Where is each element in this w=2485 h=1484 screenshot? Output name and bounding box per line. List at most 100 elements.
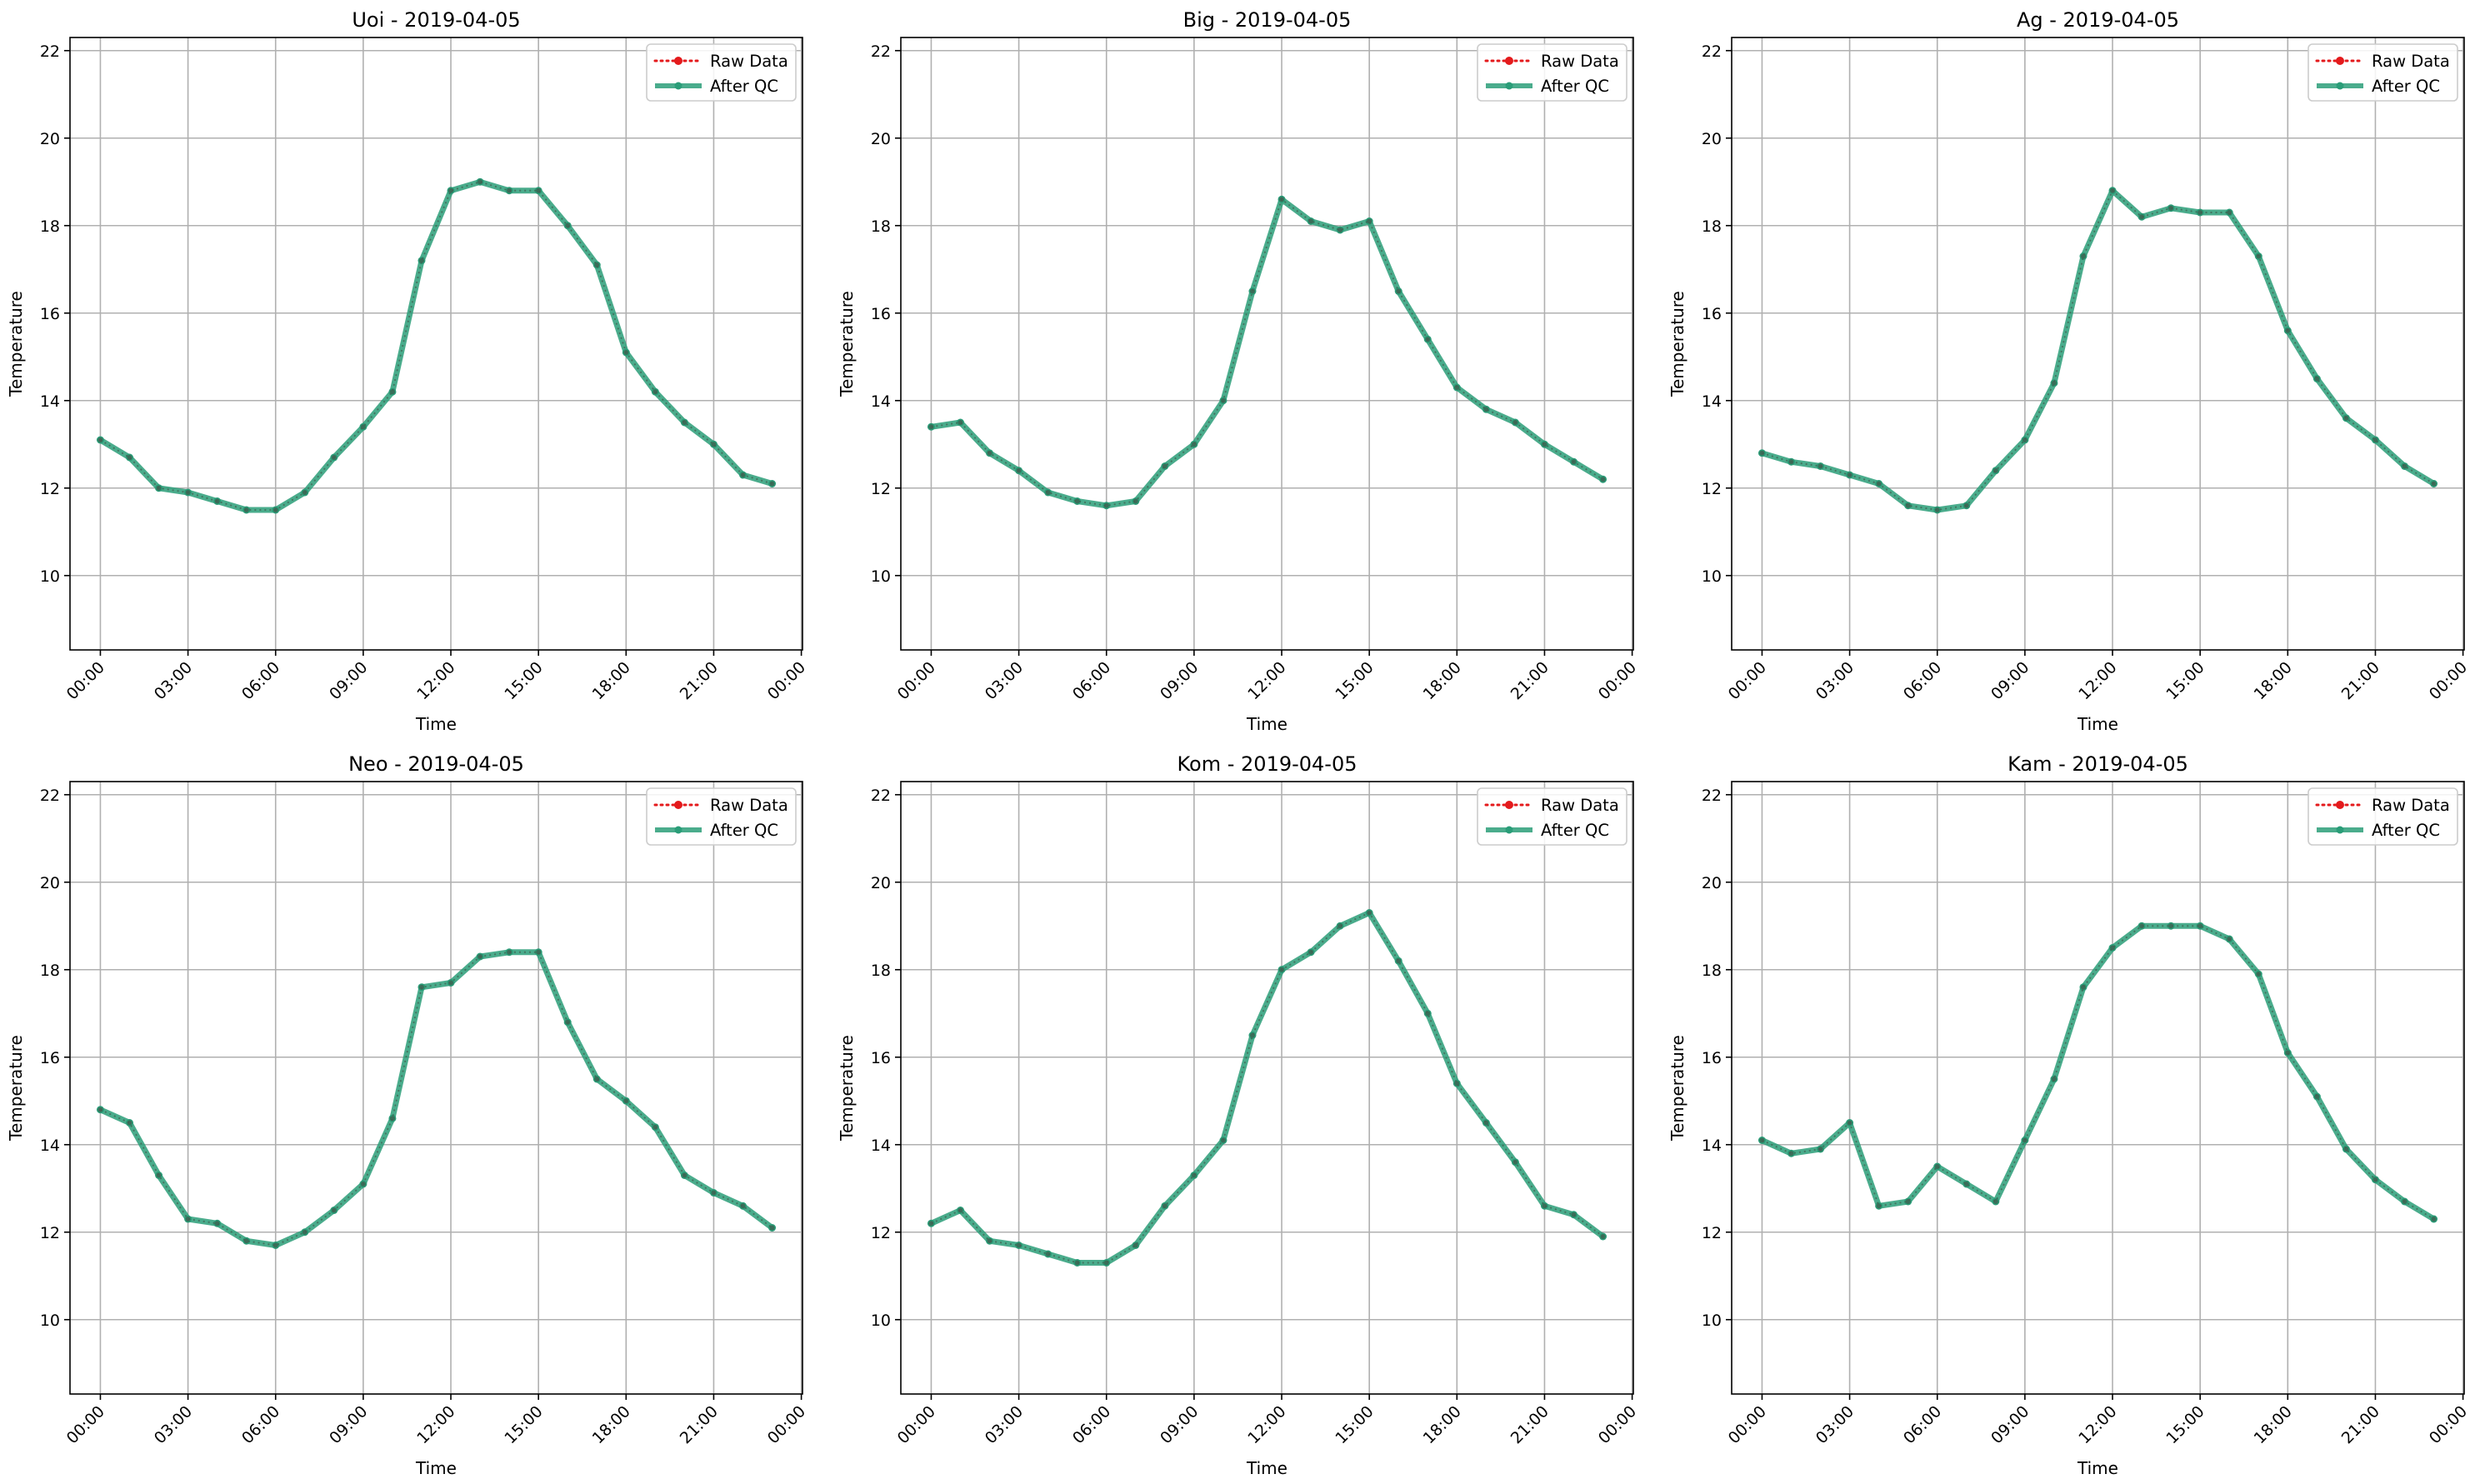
x-tick-label: 18:00 [1420,658,1465,703]
legend: Raw Data After QC [1477,43,1628,102]
x-tick-label: 21:00 [677,1402,722,1447]
y-tick-label: 18 [1702,962,1722,980]
x-tick-label: 21:00 [1508,1402,1552,1447]
y-tick-label: 10 [1702,567,1722,586]
x-tick-label: 15:00 [2162,658,2208,703]
y-tick-label: 18 [40,962,60,980]
y-tick-label: 18 [1702,217,1722,236]
x-tick-label: 03:00 [151,658,196,703]
raw-data-point [623,350,629,355]
raw-data-point [302,1229,308,1235]
x-tick-label: 00:00 [1725,658,1770,703]
x-tick-label: 18:00 [589,1402,634,1447]
y-tick-label: 12 [871,1224,891,1242]
raw-data-point [1162,1203,1168,1209]
x-tick-label: 15:00 [1332,658,1377,703]
legend: Raw Data After QC [646,787,797,846]
raw-data-point [1818,463,1823,469]
y-axis-label: Temperature [837,291,857,397]
x-tick-label: 18:00 [2251,1402,2296,1447]
raw-data-point [2051,1077,2057,1082]
raw-data-point [711,442,717,447]
raw-data-point [1074,1260,1080,1266]
raw-data-point [1600,477,1606,482]
x-tick-label: 18:00 [589,658,634,703]
legend-raw-marker [1505,801,1513,809]
raw-data-point [2314,1094,2320,1099]
raw-data-point [2227,210,2232,215]
x-tick-label: 18:00 [2251,658,2296,703]
x-tick-label: 03:00 [1812,1402,1858,1447]
y-tick-label: 14 [1702,392,1722,411]
y-tick-label: 16 [871,1049,891,1067]
raw-data-point [1934,1164,1940,1169]
x-tick-label: 00:00 [2426,658,2471,703]
x-tick-label: 06:00 [1900,1402,1945,1447]
raw-data-point [1308,218,1314,224]
raw-data-point [1249,288,1255,294]
raw-data-point [1876,1203,1882,1209]
raw-data-point [1279,967,1285,972]
legend-raw-marker [1505,57,1513,65]
subplot-5: 10 12 14 16 18 20 22 00:00 03:00 06:00 09:00 12:00 1… [837,752,1640,1478]
raw-data-point [1220,1137,1226,1143]
x-tick-label: 03:00 [1812,658,1858,703]
x-tick-label: 00:00 [2426,1402,2471,1447]
raw-data-point [448,187,454,193]
legend-raw-marker [674,57,682,65]
raw-data-point [507,949,512,955]
x-tick-label: 12:00 [2075,658,2120,703]
legend-qc-marker [674,82,682,90]
raw-data-point [418,257,424,263]
raw-data-point [958,420,963,425]
chart-title: Ag - 2019-04-05 [2017,8,2179,32]
legend-raw-label: Raw Data [2372,796,2450,815]
raw-data-point [623,1098,629,1104]
y-tick-label: 12 [40,1224,60,1242]
raw-data-point [243,1238,249,1244]
y-tick-label: 16 [1702,305,1722,323]
x-tick-label: 00:00 [764,658,809,703]
raw-data-point [1454,385,1460,390]
x-tick-label: 03:00 [982,1402,1027,1447]
raw-data-point [448,980,454,986]
y-tick-label: 22 [1702,42,1722,61]
raw-data-point [1571,459,1577,465]
raw-data-point [2256,253,2262,259]
legend-qc-label: After QC [710,77,778,96]
legend-qc-marker [2336,826,2344,834]
raw-data-point [2051,380,2057,386]
raw-data-point [536,949,542,955]
raw-data-point [1367,218,1372,224]
raw-data-point [2022,1137,2028,1143]
y-tick-label: 18 [871,962,891,980]
raw-data-point [2343,1147,2349,1152]
raw-data-point [987,1238,992,1244]
raw-data-point [1818,1147,1823,1152]
raw-data-point [2314,376,2320,382]
series-after-qc-line [928,196,1607,509]
x-tick-label: 15:00 [501,658,546,703]
legend-qc-marker [1505,82,1513,90]
x-tick-label: 06:00 [1900,658,1945,703]
raw-data-point [565,1019,571,1025]
series-raw-data-line [99,951,773,1247]
x-axis-label: Time [2077,714,2118,734]
raw-data-point [1992,467,1998,473]
x-tick-label: 06:00 [1069,658,1114,703]
subplot-1: 10 12 14 16 18 20 22 00:00 03:00 06:00 09:00 12:00 1… [6,8,809,734]
raw-data-point [1220,397,1226,403]
raw-data-point [389,389,395,395]
raw-data-point [1016,1242,1022,1248]
grid [1732,782,2464,1394]
x-tick-label: 15:00 [2162,1402,2208,1447]
raw-data-point [1103,1260,1109,1266]
subplot-6: 10 12 14 16 18 20 22 00:00 03:00 06:00 09:00 12:00 1… [1668,752,2471,1478]
raw-data-point [1338,923,1343,929]
y-tick-label: 22 [1702,787,1722,805]
raw-data-point [1045,490,1051,495]
legend: Raw Data After QC [1477,787,1628,846]
axes-frame [69,37,803,651]
x-tick-label: 00:00 [1595,658,1640,703]
series-raw-data-line [931,197,1604,507]
